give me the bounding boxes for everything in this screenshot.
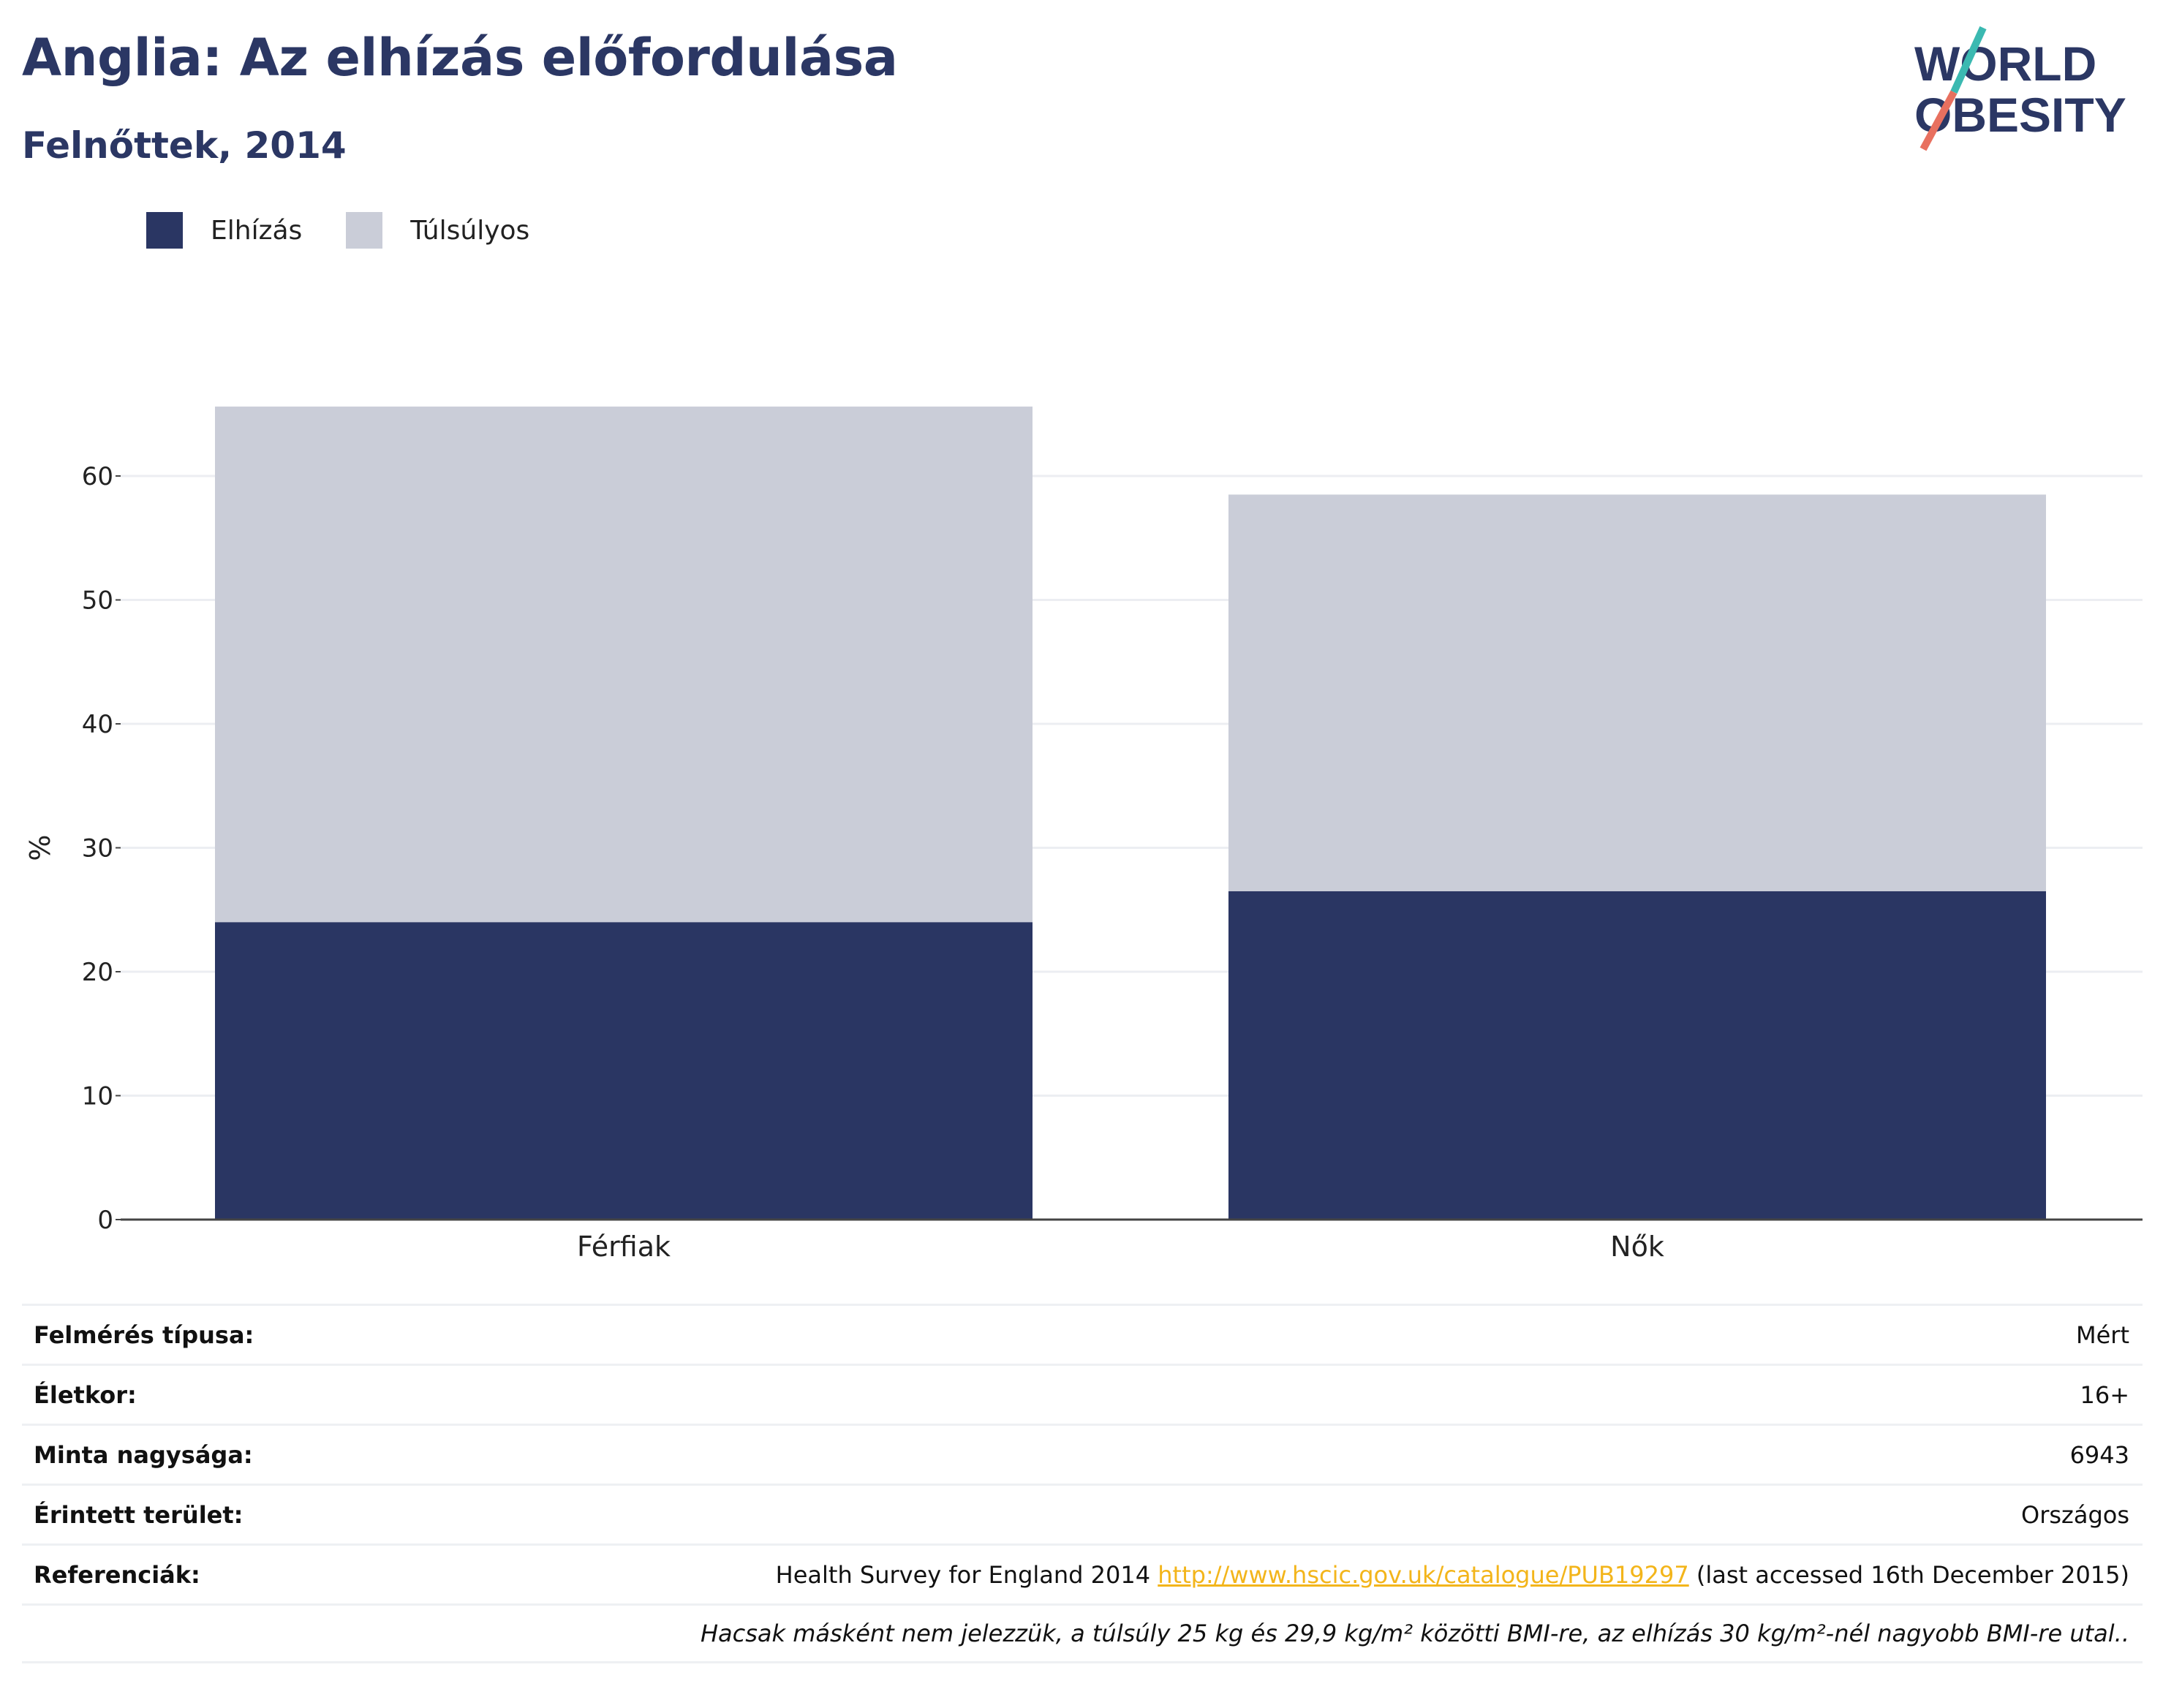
bar-obese-0 [215,922,1033,1220]
page-title: Anglia: Az elhízás előfordulása [22,28,898,88]
y-tick-label: 20 [82,958,113,987]
reference-prefix: Health Survey for England 2014 [775,1560,1158,1589]
stacked-bar-chart: 0 10 20 30 40 50 60% Férfiak Nők [24,407,2143,1263]
info-row-sample-size: Minta nagysága: 6943 [22,1424,2143,1484]
info-key: Felmérés típusa: [34,1320,254,1349]
info-row-age: Életkor: 16+ [22,1364,2143,1424]
info-value: 16+ [2080,1380,2129,1409]
info-table: Felmérés típusa: Mért Életkor: 16+ Minta… [22,1304,2143,1663]
bmi-note: Hacsak másként nem jelezzük, a túlsúly 2… [700,1620,2129,1647]
legend-item-obese[interactable]: Elhízás [146,212,302,249]
bar-overweight-0 [215,407,1033,923]
logo-line1: WORLD [1914,37,2096,91]
info-row-survey-type: Felmérés típusa: Mért [22,1304,2143,1364]
y-tick-label: 30 [82,834,113,864]
info-value: Mért [2076,1320,2129,1349]
legend-item-overweight[interactable]: Túlsúlyos [346,212,529,249]
legend-label-overweight: Túlsúlyos [410,215,530,246]
info-row-area: Érintett terület: Országos [22,1484,2143,1543]
reference-link[interactable]: http://www.hscic.gov.uk/catalogue/PUB192… [1158,1560,1689,1589]
page-subtitle: Felnőttek, 2014 [22,124,347,167]
bar-overweight-1 [1228,494,2046,891]
legend-label-obese: Elhízás [211,215,303,246]
info-row-references: Referenciák: Health Survey for England 2… [22,1543,2143,1603]
chart-legend: Elhízás Túlsúlyos [146,212,573,249]
info-key: Minta nagysága: [34,1440,253,1469]
bar-obese-1 [1228,891,2046,1220]
info-key: Életkor: [34,1380,137,1409]
y-tick-label: 60 [82,462,113,491]
logo-line2: OBESITY [1914,88,2126,142]
info-value: Országos [2021,1500,2129,1529]
x-tick-label: Nők [1610,1231,1664,1263]
logo-slash-teal [1950,26,1987,94]
legend-swatch-obese [146,212,183,249]
x-tick-label: Férfiak [577,1231,671,1263]
logo-slash-coral [1919,90,1958,151]
y-tick-label: 0 [97,1206,113,1235]
info-key: Referenciák: [34,1560,200,1589]
info-value: 6943 [2069,1440,2129,1469]
y-tick-label: 40 [82,710,113,739]
reference-value: Health Survey for England 2014 http://ww… [776,1561,2129,1589]
info-row-note: Hacsak másként nem jelezzük, a túlsúly 2… [22,1603,2143,1663]
y-tick-label: 10 [82,1082,113,1111]
reference-suffix: (last accessed 16th December 2015) [1688,1560,2129,1589]
y-axis-label: % [24,834,56,861]
world-obesity-logo: WORLD OBESITY [1914,26,2126,151]
legend-swatch-overweight [346,212,383,249]
info-key: Érintett terület: [34,1500,244,1529]
y-tick-label: 50 [82,586,113,616]
